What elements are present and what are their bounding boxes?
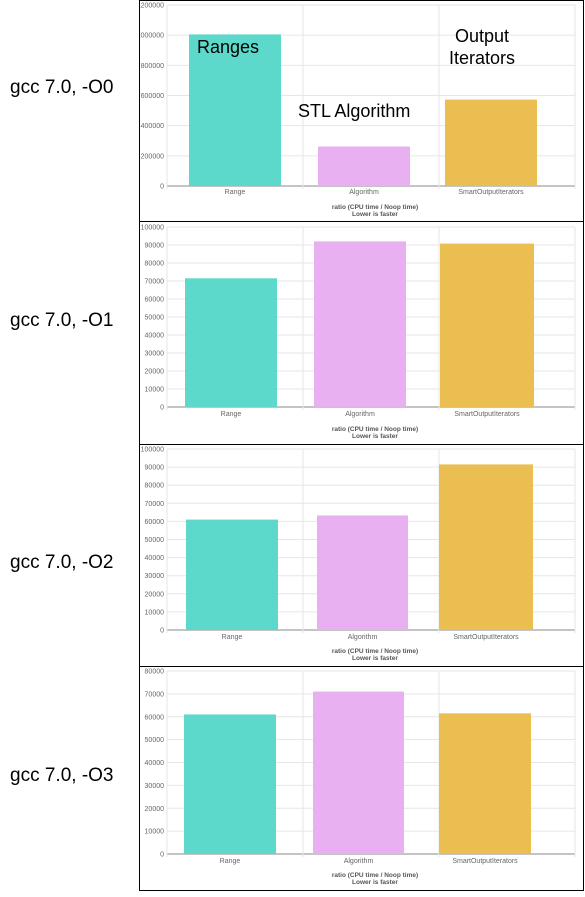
y-tick-label: 70000 xyxy=(145,501,165,508)
y-tick-label: 600000 xyxy=(141,93,164,100)
bar-chart-o2: 0 10000 20000 30000 40000 50000 60000 70000 8000… xyxy=(141,447,576,662)
y-tick-label: 0 xyxy=(160,852,164,859)
x-axis-title: ratio (CPU time / Noop time) xyxy=(332,204,418,211)
bar-chart-o3: 0 10000 20000 30000 40000 50000 60000 70000 8000… xyxy=(145,669,576,886)
bar-range xyxy=(185,278,277,407)
y-tick-label: 0 xyxy=(160,628,164,635)
y-tick-label: 30000 xyxy=(145,783,165,790)
bar-range xyxy=(184,714,276,854)
bar-chart-o1: 0 10000 20000 30000 40000 50000 60000 70000 8000… xyxy=(141,225,576,440)
y-tick-label: 50000 xyxy=(145,315,165,322)
annotation-label: STL Algorithm xyxy=(298,101,410,121)
category-label: Range xyxy=(220,858,241,865)
bar-smartoutputiterators xyxy=(439,713,531,854)
y-tick-label: 80000 xyxy=(145,669,165,676)
y-tick-label: 20000 xyxy=(145,369,165,376)
chart-panel-o2: 0 10000 20000 30000 40000 50000 60000 70000 8000… xyxy=(139,444,584,667)
y-tick-label: 0 xyxy=(160,184,164,191)
annotation-label: Output xyxy=(455,26,509,46)
bar-range xyxy=(189,34,281,186)
y-tick-label: 50000 xyxy=(145,737,165,744)
y-tick-label: 10000 xyxy=(145,829,165,836)
y-tick-label: 10000 xyxy=(145,609,165,616)
category-label: Range xyxy=(222,634,243,641)
y-tick-label: 40000 xyxy=(145,333,165,340)
y-tick-label: 20000 xyxy=(145,591,165,598)
row-label-o3: gcc 7.0, -O3 xyxy=(10,765,114,786)
x-axis-subtitle: Lower is faster xyxy=(352,433,398,440)
y-tick-label: 1000000 xyxy=(140,33,164,40)
bar-algorithm xyxy=(317,515,408,630)
bar-range xyxy=(186,519,278,630)
annotation-label: Iterators xyxy=(449,48,515,68)
annotation-label: Ranges xyxy=(197,37,259,57)
row-label-o2: gcc 7.0, -O2 xyxy=(10,552,114,573)
chart-panel-o0: 0 200000 400000 600000 800000 1000000 1200000 R… xyxy=(139,0,584,222)
y-tick-label: 80000 xyxy=(145,261,165,268)
y-tick-label: 30000 xyxy=(145,351,165,358)
y-tick-label: 30000 xyxy=(145,573,165,580)
category-label: SmartOutputIterators xyxy=(453,634,519,641)
bar-algorithm xyxy=(318,146,410,186)
row-label-o1: gcc 7.0, -O1 xyxy=(10,310,114,331)
y-tick-label: 50000 xyxy=(145,537,165,544)
y-tick-label: 60000 xyxy=(145,297,165,304)
category-label: Algorithm xyxy=(348,634,378,641)
bar-algorithm xyxy=(313,691,404,854)
category-label: SmartOutputIterators xyxy=(458,189,524,196)
bar-smartoutputiterators xyxy=(440,243,534,407)
y-tick-label: 200000 xyxy=(141,153,164,160)
category-label: SmartOutputIterators xyxy=(452,858,518,865)
y-tick-label: 70000 xyxy=(145,691,165,698)
row-label-o0: gcc 7.0, -O0 xyxy=(10,77,114,98)
bar-smartoutputiterators xyxy=(439,464,533,630)
x-axis-subtitle: Lower is faster xyxy=(352,879,398,886)
y-tick-label: 70000 xyxy=(145,279,165,286)
x-axis-subtitle: Lower is faster xyxy=(352,655,398,662)
x-axis-title: ratio (CPU time / Noop time) xyxy=(332,872,418,879)
category-label: Algorithm xyxy=(344,858,374,865)
y-tick-label: 40000 xyxy=(145,555,165,562)
category-label: Algorithm xyxy=(349,189,379,196)
y-tick-label: 0 xyxy=(160,405,164,412)
chart-panel-o1: 0 10000 20000 30000 40000 50000 60000 70000 8000… xyxy=(139,221,584,445)
y-tick-label: 60000 xyxy=(145,519,165,526)
bar-algorithm xyxy=(314,241,406,407)
category-label: SmartOutputIterators xyxy=(454,411,520,418)
y-tick-label: 40000 xyxy=(145,760,165,767)
y-tick-label: 90000 xyxy=(145,243,165,250)
y-tick-label: 90000 xyxy=(145,465,165,472)
x-axis-subtitle: Lower is faster xyxy=(352,211,398,218)
category-label: Range xyxy=(225,189,246,196)
y-tick-label: 60000 xyxy=(145,714,165,721)
y-tick-label: 10000 xyxy=(145,387,165,394)
y-tick-label: 80000 xyxy=(145,483,165,490)
y-tick-label: 800000 xyxy=(141,63,164,70)
y-tick-label: 1200000 xyxy=(140,3,164,10)
bar-chart-o0: 0 200000 400000 600000 800000 1000000 1200000 R… xyxy=(140,3,576,218)
x-axis-title: ratio (CPU time / Noop time) xyxy=(332,426,418,433)
y-tick-label: 100000 xyxy=(141,447,164,454)
x-axis-title: ratio (CPU time / Noop time) xyxy=(332,648,418,655)
category-label: Range xyxy=(221,411,242,418)
chart-panel-o3: 0 10000 20000 30000 40000 50000 60000 70000 8000… xyxy=(139,666,584,891)
category-label: Algorithm xyxy=(345,411,375,418)
y-tick-label: 100000 xyxy=(141,225,164,232)
bar-smartoutputiterators xyxy=(445,99,537,186)
y-tick-label: 20000 xyxy=(145,806,165,813)
y-tick-label: 400000 xyxy=(141,123,164,130)
